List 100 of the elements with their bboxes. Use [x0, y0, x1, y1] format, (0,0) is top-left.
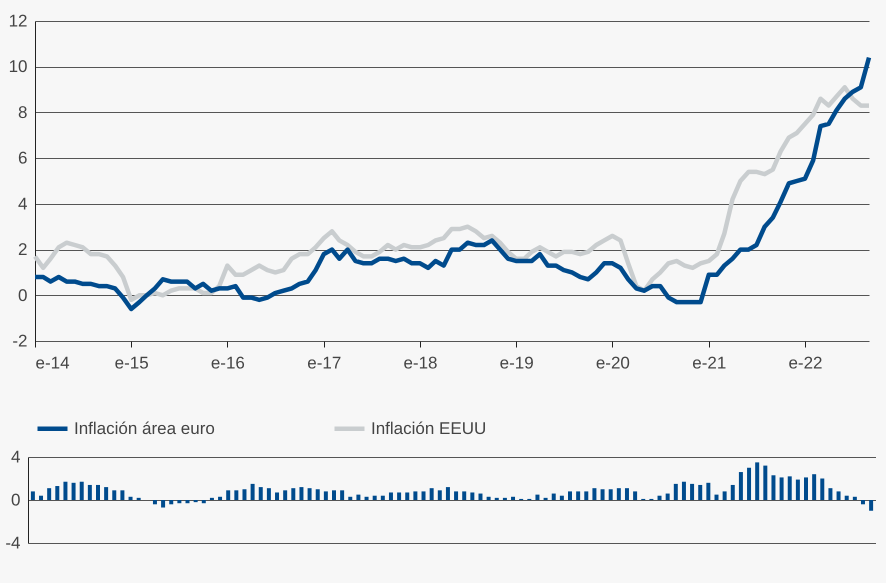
- bar: [486, 496, 491, 500]
- bar: [218, 496, 222, 500]
- bar: [852, 496, 857, 500]
- bar: [275, 492, 280, 500]
- bar: [836, 491, 841, 500]
- y-tick-label: 0: [11, 490, 20, 510]
- bar: [380, 496, 385, 500]
- bar: [658, 496, 662, 500]
- y-tick-label: -4: [5, 534, 20, 552]
- bar: [30, 491, 35, 500]
- bar: [112, 490, 116, 500]
- bar: [88, 484, 92, 500]
- bar: [470, 492, 474, 500]
- bar: [356, 494, 360, 500]
- y-tick-label: 12: [8, 12, 28, 30]
- bar: [388, 492, 393, 500]
- x-tick-label: e-17: [307, 354, 342, 372]
- bar: [128, 496, 133, 500]
- bar: [738, 472, 743, 500]
- bar: [568, 491, 572, 500]
- bar: [690, 484, 694, 500]
- bar: [698, 484, 702, 500]
- bar: [413, 491, 418, 500]
- bar: [511, 496, 516, 500]
- line-series: [32, 85, 872, 302]
- bar: [316, 489, 320, 500]
- bar: [755, 462, 760, 500]
- bar: [796, 480, 800, 500]
- bar: [780, 477, 784, 500]
- x-tick-label: e-16: [210, 354, 245, 372]
- bar: [763, 466, 768, 500]
- bar: [177, 500, 182, 504]
- legend-label: Inflación EEUU: [371, 418, 486, 438]
- bar: [478, 494, 482, 500]
- bar: [535, 494, 540, 500]
- bar: [266, 488, 271, 500]
- bar: [828, 488, 832, 500]
- bar: [860, 500, 865, 504]
- y-tick-label: 4: [18, 194, 28, 214]
- bar: [104, 487, 108, 500]
- bar: [405, 492, 410, 500]
- bar: [299, 487, 304, 500]
- x-tick-label: e-14: [36, 354, 70, 372]
- bar: [169, 500, 174, 504]
- bar: [844, 496, 849, 500]
- bar: [682, 482, 686, 500]
- bar: [397, 492, 402, 500]
- bar: [72, 482, 76, 500]
- bar: [674, 484, 678, 500]
- bar: [47, 488, 52, 500]
- bar: [291, 488, 296, 500]
- bar: [616, 488, 621, 500]
- bar: [308, 488, 312, 500]
- bar: [234, 490, 238, 500]
- bar: [771, 475, 776, 500]
- x-tick-label: e-22: [788, 354, 822, 372]
- y-tick-label: 10: [8, 57, 28, 76]
- y-tick-label: 2: [18, 240, 28, 260]
- bar: [722, 491, 727, 500]
- legend-label: Inflación área euro: [74, 418, 215, 438]
- bar: [788, 476, 792, 500]
- line-series: [32, 55, 872, 312]
- bar: [812, 474, 816, 500]
- bar: [633, 491, 638, 500]
- bar: [63, 482, 68, 500]
- bar: [340, 490, 344, 500]
- bar: [372, 496, 377, 500]
- bar: [39, 496, 44, 500]
- x-tick-label: e-21: [692, 354, 726, 372]
- bar: [462, 491, 466, 500]
- bar: [820, 478, 824, 500]
- bar: [552, 494, 556, 500]
- bar: [202, 500, 206, 504]
- bar: [608, 489, 613, 500]
- bar: [804, 477, 808, 500]
- bar: [560, 496, 564, 500]
- bar: [430, 488, 434, 500]
- bar: [747, 468, 752, 500]
- bar: [584, 491, 588, 500]
- bar: [283, 490, 288, 500]
- bar: [348, 496, 352, 500]
- bar: [624, 488, 629, 500]
- y-tick-label: -2: [12, 332, 28, 350]
- bar: [250, 484, 255, 500]
- bar: [714, 494, 718, 500]
- bar: [600, 489, 605, 500]
- bar: [152, 500, 157, 504]
- bar: [258, 487, 263, 500]
- y-tick-label: 0: [18, 286, 28, 305]
- bar: [576, 491, 580, 500]
- bar: [332, 490, 336, 500]
- bar: [226, 490, 230, 500]
- bar: [869, 500, 874, 511]
- bar: [666, 494, 670, 500]
- bar: [186, 500, 190, 504]
- bar: [120, 490, 124, 500]
- bar: [324, 491, 328, 500]
- bar: [422, 491, 426, 500]
- x-tick-label: e-15: [114, 354, 149, 372]
- bar: [454, 491, 458, 500]
